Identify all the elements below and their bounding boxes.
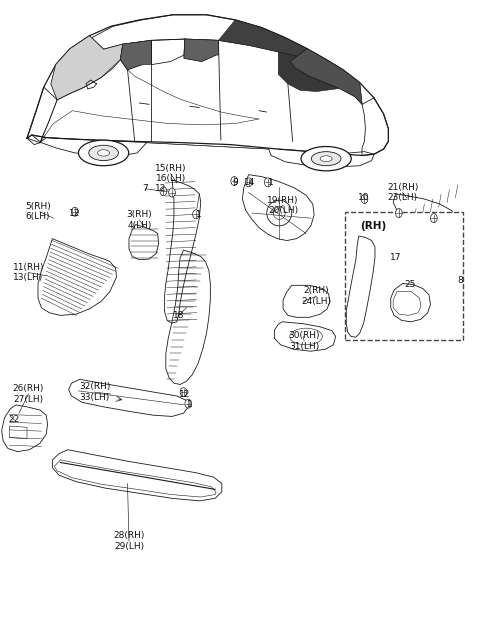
Circle shape xyxy=(72,207,78,216)
Circle shape xyxy=(168,188,175,197)
Text: 9: 9 xyxy=(232,178,238,187)
Text: 1: 1 xyxy=(268,178,274,187)
Text: 21(RH)
23(LH): 21(RH) 23(LH) xyxy=(387,183,419,203)
Text: 8: 8 xyxy=(457,276,463,285)
Circle shape xyxy=(431,213,437,222)
Text: 1: 1 xyxy=(196,210,202,219)
Text: 3(RH)
4(LH): 3(RH) 4(LH) xyxy=(127,210,152,229)
Text: 26(RH)
27(LH): 26(RH) 27(LH) xyxy=(13,385,44,404)
Polygon shape xyxy=(184,39,218,62)
Ellipse shape xyxy=(78,140,129,166)
Ellipse shape xyxy=(320,156,332,162)
Text: 5(RH)
6(LH): 5(RH) 6(LH) xyxy=(25,202,51,222)
FancyBboxPatch shape xyxy=(345,212,463,340)
Circle shape xyxy=(361,194,368,203)
Polygon shape xyxy=(51,36,123,100)
Text: 17: 17 xyxy=(390,253,401,262)
Polygon shape xyxy=(218,20,307,57)
Text: 19(RH)
20(LH): 19(RH) 20(LH) xyxy=(267,196,299,215)
Text: 15(RH)
16(LH): 15(RH) 16(LH) xyxy=(155,163,186,183)
Text: (RH): (RH) xyxy=(360,221,386,231)
Circle shape xyxy=(231,176,238,185)
Text: 25: 25 xyxy=(404,280,416,289)
Circle shape xyxy=(180,388,187,397)
Text: 22: 22 xyxy=(9,415,20,424)
Ellipse shape xyxy=(97,150,109,156)
Polygon shape xyxy=(120,40,152,70)
Circle shape xyxy=(396,208,402,217)
Circle shape xyxy=(160,187,167,196)
Polygon shape xyxy=(278,52,360,92)
Text: 28(RH)
29(LH): 28(RH) 29(LH) xyxy=(113,531,144,551)
Circle shape xyxy=(185,399,192,408)
Text: 12: 12 xyxy=(156,184,167,193)
Circle shape xyxy=(192,210,199,219)
Polygon shape xyxy=(290,49,362,104)
Text: 32(RH)
33(LH): 32(RH) 33(LH) xyxy=(79,383,110,402)
Text: 11(RH)
13(LH): 11(RH) 13(LH) xyxy=(12,263,44,282)
Text: 7: 7 xyxy=(143,184,148,193)
Text: 14: 14 xyxy=(244,178,255,187)
Ellipse shape xyxy=(301,147,351,171)
Text: 12: 12 xyxy=(179,390,191,399)
Text: 10: 10 xyxy=(358,193,369,202)
Text: 18: 18 xyxy=(173,311,184,320)
Circle shape xyxy=(264,178,271,187)
Text: 1: 1 xyxy=(187,401,192,410)
Ellipse shape xyxy=(89,146,119,161)
Circle shape xyxy=(245,178,252,187)
Ellipse shape xyxy=(312,152,341,166)
Text: 2(RH)
24(LH): 2(RH) 24(LH) xyxy=(301,287,332,306)
Text: 12: 12 xyxy=(69,208,81,217)
Text: 30(RH)
31(LH): 30(RH) 31(LH) xyxy=(288,331,320,351)
